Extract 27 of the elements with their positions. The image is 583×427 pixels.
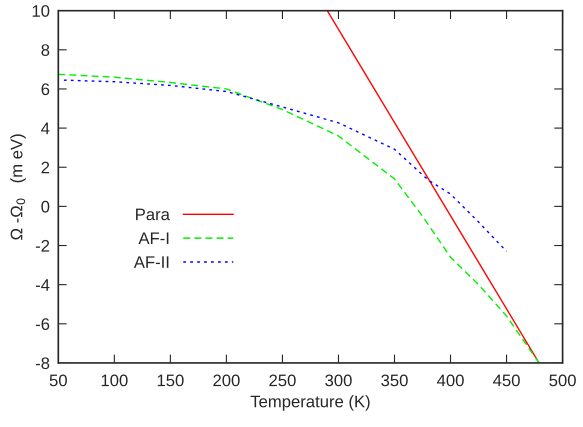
x-axis-title: Temperature (K) — [250, 395, 370, 411]
y-tick-label: -2 — [36, 240, 50, 252]
x-tick-label: 200 — [213, 374, 240, 386]
legend-label: Para — [136, 208, 170, 220]
y-tick-label: 6 — [42, 83, 50, 96]
x-tick-label: 350 — [381, 374, 408, 386]
x-tick-label: 100 — [102, 374, 128, 386]
y-tick-label: 0 — [41, 200, 50, 213]
x-tick-label: 250 — [269, 374, 296, 386]
x-tick-label: 450 — [493, 374, 520, 386]
x-tick-label: 50 — [50, 374, 67, 386]
x-tick-label: 300 — [325, 374, 352, 386]
x-tick-label: 150 — [158, 374, 184, 386]
y-tick-label: -4 — [36, 279, 50, 291]
y-tick-label: -8 — [36, 357, 50, 370]
x-tick-label: 500 — [549, 374, 576, 386]
legend-label: AF-I — [138, 232, 168, 244]
x-tick-label: 400 — [437, 374, 464, 386]
y-tick-label: -6 — [36, 318, 50, 330]
y-tick-label: 4 — [41, 122, 50, 134]
text: Ω -Ω$_{0}$ (m eV) — [10, 134, 26, 240]
y-tick-label: 2 — [42, 162, 50, 174]
y-tick-label: 10 — [32, 5, 50, 17]
y-tick-label: 8 — [41, 44, 50, 56]
line-series — [58, 74, 540, 363]
legend-label: AF-II — [134, 256, 168, 268]
line-series — [63, 79, 508, 252]
